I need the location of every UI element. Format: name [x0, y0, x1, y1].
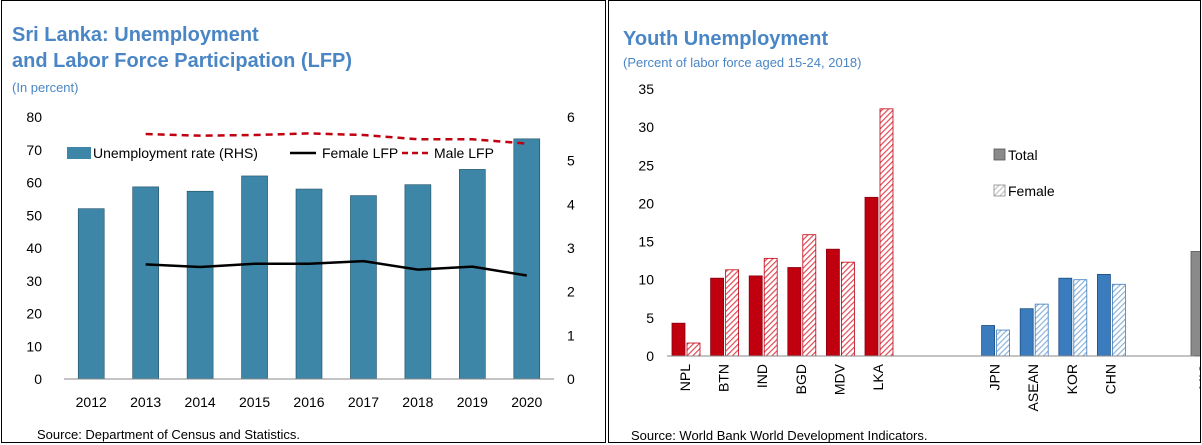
- female-bar: [1111, 283, 1126, 357]
- y-tick-label: 5: [646, 310, 654, 326]
- legend-swatch-total: [993, 148, 1006, 161]
- y-tick-label: 20: [638, 195, 654, 211]
- left-y-tick-label: 70: [26, 142, 42, 158]
- total-bar: [1019, 308, 1034, 357]
- female-bar: [879, 108, 894, 357]
- unemployment-bar: [350, 195, 377, 380]
- y-tick-label: 15: [638, 234, 654, 250]
- total-bar: [748, 275, 763, 357]
- x-tick-label: 2017: [348, 394, 379, 410]
- x-tick-label: JPN: [987, 364, 1003, 390]
- male-lfp-line: [145, 132, 527, 145]
- y-tick-label: 0: [646, 348, 654, 364]
- x-tick-label: 2012: [76, 394, 107, 410]
- left-chart-source: Source: Department of Census and Statist…: [37, 427, 301, 442]
- unemployment-bar: [241, 175, 268, 380]
- left-chart-subtitle: (In percent): [12, 80, 79, 95]
- right-chart-title: Youth Unemployment: [623, 28, 829, 50]
- total-bar: [671, 322, 686, 357]
- left-y-tick-label: 80: [26, 109, 42, 125]
- y-tick-label: 35: [638, 81, 654, 97]
- x-tick-label: IND: [754, 364, 770, 388]
- total-bar: [981, 325, 996, 357]
- total-bar: [787, 267, 802, 357]
- right-chart-panel: Youth Unemployment (Percent of labor for…: [608, 0, 1201, 443]
- left-y-tick-label: 40: [26, 240, 42, 256]
- x-tick-label: 2013: [130, 394, 161, 410]
- x-tick-label: 2018: [402, 394, 433, 410]
- left-y-tick-label: 50: [26, 207, 42, 223]
- right-y-tick-label: 4: [567, 196, 575, 212]
- total-bar: [1096, 273, 1111, 357]
- x-tick-label: MIC: [1196, 364, 1200, 390]
- left-y-tick-label: 30: [26, 273, 42, 289]
- unemployment-bar: [404, 184, 432, 380]
- left-y-tick-label: 0: [34, 371, 42, 387]
- total-bar: [864, 196, 879, 357]
- right-chart-source: Source: World Bank World Development Ind…: [631, 428, 928, 443]
- total-bar: [1190, 251, 1200, 357]
- left-y-tick-label: 20: [26, 306, 42, 322]
- total-bar: [825, 248, 840, 357]
- left-chart-title-line1: Sri Lanka: Unemployment: [12, 24, 259, 46]
- female-bar: [1034, 303, 1049, 357]
- female-bar: [996, 329, 1011, 357]
- legend-label-unemployment: Unemployment rate (RHS): [93, 145, 258, 161]
- x-tick-label: MDV: [831, 363, 847, 395]
- right-y-tick-label: 2: [567, 284, 575, 300]
- legend-label-male-lfp: Male LFP: [434, 145, 494, 161]
- x-tick-label: 2019: [457, 394, 488, 410]
- left-chart-panel: Sri Lanka: Unemployment and Labor Force …: [1, 0, 606, 443]
- left-y-tick-label: 60: [26, 175, 42, 191]
- right-chart-svg: 0 5 10 15 20 25 30 35 NPL BTN IND BGD MDV LKA JPN ASEAN…: [638, 81, 1200, 411]
- female-lfp-line: [145, 259, 527, 277]
- unemployment-bar: [77, 208, 105, 380]
- female-bar: [840, 261, 855, 357]
- right-y-tick-label: 1: [567, 327, 575, 343]
- female-bar: [1073, 279, 1088, 357]
- legend-label-total: Total: [1008, 147, 1038, 163]
- left-y-tick-label: 10: [26, 338, 42, 354]
- y-tick-label: 25: [638, 157, 654, 173]
- x-tick-label: BTN: [716, 364, 732, 392]
- y-tick-label: 30: [638, 119, 654, 135]
- female-bar: [763, 257, 778, 357]
- x-tick-label: CHN: [1102, 364, 1118, 394]
- total-bar: [710, 277, 724, 357]
- x-tick-label: KOR: [1064, 364, 1080, 394]
- left-chart-title-line2: and Labor Force Participation (LFP): [12, 50, 353, 72]
- unemployment-bar: [295, 188, 323, 380]
- female-bar: [686, 342, 701, 357]
- x-tick-label: ASEAN: [1025, 364, 1041, 411]
- unemployment-bar: [132, 186, 159, 380]
- x-tick-label: 2014: [185, 394, 216, 410]
- unemployment-bar: [513, 138, 541, 380]
- x-tick-label: BGD: [793, 364, 809, 394]
- right-chart-subtitle: (Percent of labor force aged 15-24, 2018…: [623, 55, 862, 70]
- x-tick-label: 2020: [511, 394, 542, 410]
- unemployment-bar: [459, 169, 486, 380]
- female-bar: [802, 234, 817, 357]
- right-y-tick-label: 0: [567, 371, 575, 387]
- y-tick-label: 10: [638, 272, 654, 288]
- right-y-tick-label: 5: [567, 153, 575, 169]
- unemployment-bar: [186, 190, 214, 380]
- legend-label-female-lfp: Female LFP: [322, 145, 398, 161]
- x-tick-label: NPL: [677, 364, 693, 391]
- right-y-tick-label: 6: [567, 109, 575, 125]
- x-tick-label: 2016: [293, 394, 324, 410]
- x-tick-label: LKA: [870, 363, 886, 390]
- legend-swatch-female: [993, 184, 1006, 197]
- female-bar: [725, 269, 739, 357]
- legend-label-female: Female: [1008, 183, 1055, 199]
- left-chart-svg: 0 10 20 30 40 50 60 70 80 0 1 2 3 4 5 6 2012 2013 2014 2015…: [26, 109, 575, 410]
- legend-swatch-unemployment: [67, 147, 91, 159]
- x-tick-label: 2015: [239, 394, 270, 410]
- total-bar: [1058, 277, 1073, 357]
- right-y-tick-label: 3: [567, 240, 575, 256]
